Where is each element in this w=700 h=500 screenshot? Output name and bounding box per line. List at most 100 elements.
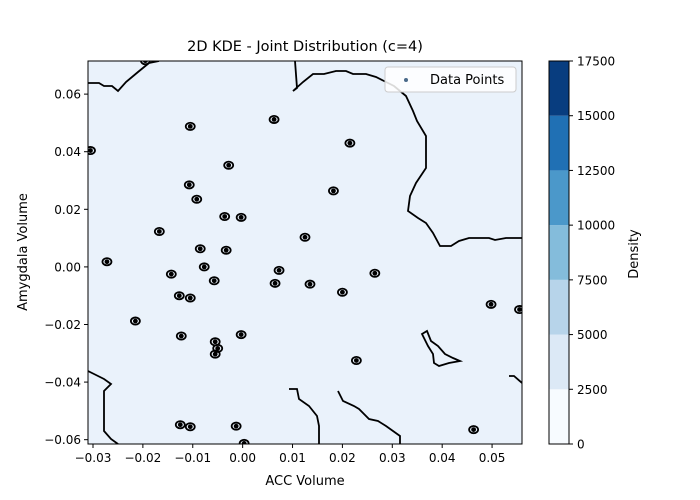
point-contour-ring (238, 438, 250, 444)
plot-frame (87, 60, 523, 445)
point-contour-ring (194, 244, 206, 254)
colorbar-tick-label: 10000 (577, 219, 615, 233)
data-point (186, 182, 192, 188)
data-point (197, 246, 203, 252)
data-point (331, 188, 336, 194)
y-tick-label: −0.04 (44, 376, 81, 390)
data-point (223, 247, 229, 253)
colorbar: 0 2500 5000 7500 10000 12500 15000 17500 (549, 55, 615, 452)
colorbar-band (549, 334, 569, 390)
point-contour-ring (337, 287, 348, 297)
data-point (238, 214, 244, 220)
point-contour-ring (328, 186, 339, 196)
point-contour-ring (183, 180, 195, 190)
point-contour-ring (165, 269, 177, 279)
point-contour-ring (219, 212, 231, 222)
data-point (233, 423, 239, 429)
point-contour-ring (350, 355, 362, 365)
point-contour-ring (129, 316, 141, 326)
point-contour-ring (485, 299, 497, 309)
data-point (104, 259, 110, 265)
contour-top-left (88, 61, 160, 93)
data-point (353, 358, 359, 363)
data-point (302, 234, 308, 240)
point-contour-ring (514, 305, 522, 315)
colorbar-tick-label: 5000 (577, 328, 608, 342)
point-contour-ring (220, 245, 232, 255)
point-contour-ring (175, 331, 187, 341)
data-point (517, 307, 522, 312)
point-contour-ring (208, 276, 220, 286)
x-tick-label: −0.02 (124, 451, 161, 465)
contour-bottom-center-right (337, 390, 401, 444)
x-tick-label: 0.00 (229, 451, 256, 465)
data-point (271, 117, 277, 122)
data-point (222, 214, 228, 219)
y-tick-label: −0.02 (44, 318, 81, 332)
point-contour-ring (235, 330, 247, 340)
x-axis-label: ACC Volume (265, 474, 344, 489)
data-point (132, 318, 138, 324)
data-point (187, 424, 193, 430)
x-tick-label: −0.01 (174, 451, 211, 465)
data-point (372, 270, 378, 276)
x-axis: −0.03 −0.02 −0.01 0.00 0.01 0.02 0.03 0.04 0.05 (75, 444, 505, 465)
data-point (178, 333, 184, 339)
point-contour-ring (184, 293, 196, 303)
point-contour-ring (198, 262, 210, 272)
legend: Data Points (384, 66, 517, 93)
colorbar-tick-label: 2500 (577, 383, 608, 397)
colorbar-tick-label: 15000 (577, 109, 615, 123)
point-contour-ring (223, 160, 235, 170)
point-contour-ring (235, 212, 247, 222)
data-point (276, 267, 282, 273)
plot-background (88, 61, 522, 444)
data-point (88, 148, 93, 153)
data-point (347, 140, 353, 146)
legend-label: Data Points (430, 73, 504, 88)
point-contour-ring (101, 257, 113, 267)
point-contour-ring (153, 226, 165, 236)
point-contour-ring (344, 138, 356, 148)
point-contour-ring (304, 279, 316, 289)
legend-box (384, 66, 517, 93)
contour-top-right (292, 61, 522, 247)
data-point (212, 351, 218, 357)
colorbar-band (549, 115, 569, 171)
data-point (168, 271, 174, 277)
legend-marker (404, 78, 408, 82)
point-contour-ring (268, 114, 280, 124)
data-point (307, 281, 313, 287)
data-point (156, 229, 162, 234)
data-point (142, 61, 148, 64)
data-point (201, 264, 207, 270)
colorbar-band (549, 279, 569, 335)
point-contour-ring (269, 278, 281, 288)
colorbar-band (549, 225, 569, 280)
data-point (226, 162, 232, 168)
colorbar-band (549, 170, 569, 226)
contour-island-right (420, 329, 464, 367)
y-axis-label: Amygdala Volume (16, 193, 31, 311)
point-contour-ring (88, 146, 96, 156)
data-point (177, 422, 183, 428)
point-contour-ring (273, 265, 285, 275)
point-contour-ring (173, 291, 185, 301)
point-contour-ring (230, 421, 242, 431)
colorbar-frame (548, 60, 570, 445)
data-point (194, 196, 200, 202)
x-tick-label: −0.03 (75, 451, 112, 465)
data-point (340, 289, 345, 295)
point-contour-ring (369, 268, 381, 278)
colorbar-tick-label: 0 (577, 438, 585, 452)
data-points (88, 61, 522, 444)
x-tick-label: 0.01 (279, 451, 306, 465)
point-contour-ring (299, 232, 311, 242)
x-tick-label: 0.04 (429, 451, 456, 465)
y-tick-label: 0.06 (54, 88, 81, 102)
y-tick-label: −0.06 (44, 433, 81, 447)
data-point (211, 278, 217, 284)
data-point (215, 345, 221, 351)
data-point (272, 280, 278, 286)
